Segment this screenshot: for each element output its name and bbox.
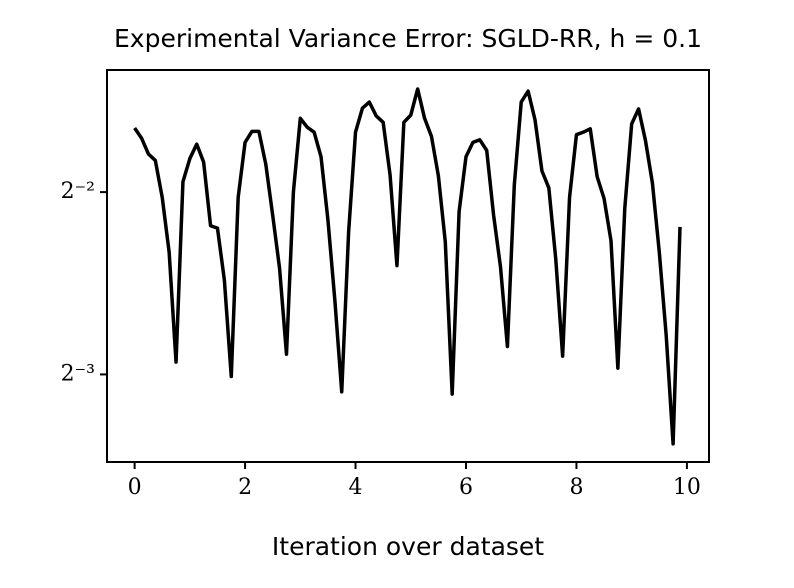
x-tick-label: 6 xyxy=(459,475,473,500)
x-tick-label: 4 xyxy=(349,475,363,500)
x-tick-label: 0 xyxy=(128,475,142,500)
x-axis-label: Iteration over dataset xyxy=(272,532,544,561)
x-tick-label: 2 xyxy=(238,475,252,500)
y-tick-label: 2⁻² xyxy=(61,179,95,204)
plot-frame xyxy=(106,69,710,463)
x-tick-label: 10 xyxy=(673,475,701,500)
y-tick-label: 2⁻³ xyxy=(61,361,95,386)
x-tick-label: 8 xyxy=(569,475,583,500)
chart-title: Experimental Variance Error: SGLD-RR, h … xyxy=(114,24,702,53)
data-line xyxy=(133,87,682,446)
